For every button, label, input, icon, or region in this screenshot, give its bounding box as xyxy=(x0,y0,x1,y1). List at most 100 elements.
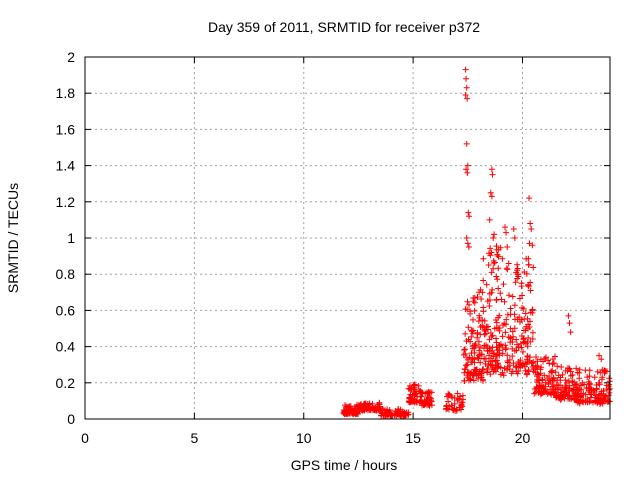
data-point xyxy=(520,305,527,312)
data-point xyxy=(421,397,428,404)
data-point xyxy=(488,269,495,276)
data-point xyxy=(480,324,487,331)
data-point xyxy=(488,193,495,200)
data-point xyxy=(460,351,467,358)
data-point xyxy=(486,302,493,309)
data-point xyxy=(476,347,483,354)
data-point xyxy=(488,249,495,256)
data-point xyxy=(346,408,353,415)
y-tick-label: 0.6 xyxy=(56,302,76,318)
data-point xyxy=(470,316,477,323)
data-point xyxy=(591,374,598,381)
data-point xyxy=(487,189,494,196)
data-point xyxy=(466,354,473,361)
data-point xyxy=(566,385,573,392)
data-point xyxy=(491,325,498,332)
data-point xyxy=(587,384,594,391)
y-tick-label: 1.2 xyxy=(56,194,76,210)
data-point xyxy=(558,389,565,396)
data-point xyxy=(555,382,562,389)
x-tick-label: 15 xyxy=(405,430,421,446)
data-point xyxy=(350,409,357,416)
data-point xyxy=(482,360,489,367)
data-point xyxy=(463,140,470,147)
data-point xyxy=(514,261,521,268)
data-point xyxy=(536,382,543,389)
data-point xyxy=(598,356,605,363)
data-point xyxy=(484,298,491,305)
data-point xyxy=(464,162,471,169)
data-point xyxy=(467,376,474,383)
data-point xyxy=(488,289,495,296)
data-point xyxy=(507,334,514,341)
data-point xyxy=(381,412,388,419)
data-point xyxy=(502,224,508,231)
data-point xyxy=(477,343,484,350)
data-point xyxy=(480,366,487,373)
data-point xyxy=(560,393,567,400)
data-point xyxy=(549,361,556,368)
data-point xyxy=(489,332,496,339)
data-point xyxy=(507,311,514,318)
data-point xyxy=(467,310,474,317)
data-point xyxy=(400,411,407,418)
data-point xyxy=(409,398,416,405)
data-point xyxy=(524,315,531,322)
data-point xyxy=(503,321,510,328)
data-point xyxy=(495,285,502,292)
data-point xyxy=(415,382,422,389)
data-point xyxy=(414,393,421,400)
x-tick-label: 20 xyxy=(515,430,531,446)
data-point xyxy=(428,402,435,409)
data-point xyxy=(504,266,511,273)
data-point xyxy=(472,370,479,377)
data-point xyxy=(514,271,521,278)
data-point xyxy=(482,330,489,337)
data-point xyxy=(484,323,491,330)
data-point xyxy=(464,240,471,247)
data-point xyxy=(463,235,470,241)
data-point xyxy=(464,306,471,313)
data-point xyxy=(479,317,486,324)
data-point xyxy=(501,298,508,305)
data-point xyxy=(463,75,470,82)
data-point xyxy=(448,402,455,409)
data-point xyxy=(493,243,500,250)
data-point xyxy=(487,371,494,378)
data-point xyxy=(529,329,536,336)
data-point xyxy=(481,326,488,333)
data-point xyxy=(485,261,492,268)
data-point xyxy=(495,253,502,260)
data-point xyxy=(490,265,497,272)
data-point xyxy=(606,398,613,405)
chart-title: Day 359 of 2011, SRMTID for receiver p37… xyxy=(208,19,480,35)
data-point xyxy=(480,304,487,311)
data-point xyxy=(413,399,420,406)
data-point xyxy=(370,406,377,413)
data-point xyxy=(515,344,522,351)
data-point xyxy=(474,330,481,337)
data-point xyxy=(509,368,516,375)
data-point xyxy=(486,352,493,359)
data-point xyxy=(526,323,533,330)
data-point xyxy=(520,335,527,342)
data-point xyxy=(594,368,601,375)
data-point xyxy=(595,379,602,386)
data-point xyxy=(546,373,553,380)
data-point xyxy=(510,360,517,367)
data-point xyxy=(465,377,472,384)
y-tick-label: 1.4 xyxy=(56,158,76,174)
data-point xyxy=(392,408,399,415)
data-point xyxy=(509,328,516,335)
data-point xyxy=(504,357,511,364)
data-point xyxy=(509,293,516,300)
data-point xyxy=(562,377,569,384)
data-point xyxy=(529,242,536,249)
data-point xyxy=(470,327,477,334)
data-point xyxy=(550,374,557,381)
data-point xyxy=(527,279,534,286)
data-point xyxy=(534,376,541,383)
data-point xyxy=(461,366,468,373)
data-point xyxy=(594,399,601,406)
